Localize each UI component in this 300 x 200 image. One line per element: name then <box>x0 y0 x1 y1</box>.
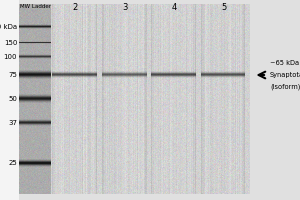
Text: 250 kDa: 250 kDa <box>0 24 17 30</box>
Text: 2: 2 <box>72 3 78 12</box>
Text: (Isoform): (Isoform) <box>270 84 300 90</box>
Text: 150: 150 <box>4 40 17 46</box>
Text: 5: 5 <box>221 3 226 12</box>
Text: 50: 50 <box>8 96 17 102</box>
Text: 4: 4 <box>171 3 177 12</box>
Text: MW Ladder: MW Ladder <box>20 3 51 8</box>
Text: ~65 kDa: ~65 kDa <box>270 60 299 66</box>
Text: Synaptotagmin-7: Synaptotagmin-7 <box>270 72 300 78</box>
Text: 25: 25 <box>8 160 17 166</box>
Text: 100: 100 <box>4 54 17 60</box>
Text: 75: 75 <box>8 72 17 78</box>
Text: 3: 3 <box>122 3 127 12</box>
Text: 37: 37 <box>8 120 17 126</box>
